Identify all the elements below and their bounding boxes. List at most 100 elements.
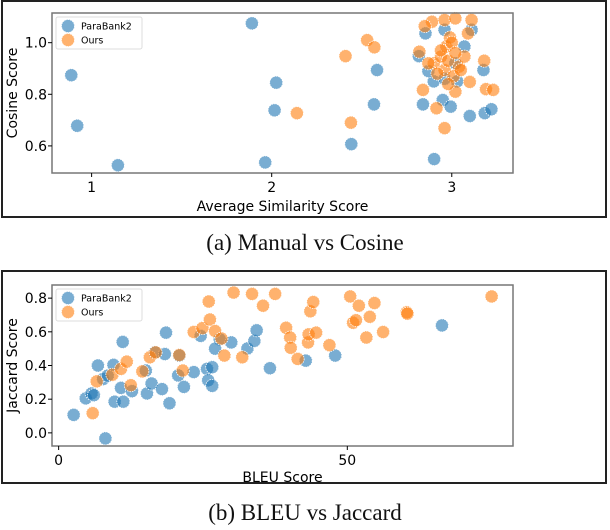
series-parabank2	[66, 318, 449, 446]
data-point-parabank2	[70, 118, 85, 133]
data-point-ours	[448, 11, 463, 26]
data-point-parabank2	[64, 68, 79, 83]
x-axis-label: Average Similarity Score	[197, 199, 369, 215]
legend-marker-ours	[61, 33, 75, 47]
legend: ParaBank2 Ours	[55, 288, 143, 322]
data-point-ours	[400, 306, 415, 321]
data-point-parabank2	[111, 158, 125, 173]
y-tick-label: 0.6	[25, 325, 47, 341]
data-point-parabank2	[370, 63, 384, 77]
data-point-ours	[279, 320, 294, 335]
data-point-ours	[283, 340, 298, 355]
x-tick-label: 3	[447, 180, 456, 196]
data-point-ours	[484, 289, 499, 304]
chart-panel-bleu-vs-jaccard: 0 50 0.0 0.2 0.4 0.6 0.8 BLEU Score Jaccard Scor…	[1, 270, 607, 486]
y-tick-label: 0.6	[25, 139, 47, 155]
y-tick-label: 0.4	[25, 359, 47, 375]
data-point-ours	[349, 313, 363, 328]
plot-frame	[51, 12, 514, 174]
data-point-parabank2	[484, 102, 499, 117]
data-point-ours	[444, 35, 459, 50]
data-point-ours	[359, 330, 374, 345]
x-tick-label: 0	[54, 453, 63, 469]
data-point-parabank2	[205, 378, 220, 393]
data-point-ours	[429, 101, 444, 116]
legend-box	[55, 288, 143, 322]
data-point-parabank2	[186, 365, 201, 379]
data-point-ours	[119, 354, 134, 369]
y-tick-label: 0.8	[25, 291, 47, 307]
data-point-parabank2	[462, 109, 477, 123]
x-tick-label: 2	[267, 180, 276, 196]
data-point-parabank2	[267, 103, 282, 118]
data-point-ours	[464, 13, 479, 27]
legend-label-parabank2: ParaBank2	[81, 294, 132, 305]
chart-panel-manual-vs-cosine: 1 2 3 0.6 0.8 1.0 Average Similarity Score Cosi…	[1, 0, 607, 218]
data-point-ours	[412, 44, 427, 59]
data-point-ours	[376, 325, 391, 339]
data-point-ours	[453, 63, 468, 77]
data-point-parabank2	[98, 431, 113, 446]
data-point-parabank2	[115, 335, 130, 349]
data-point-ours	[338, 49, 353, 63]
y-tick-label: 0.2	[25, 392, 47, 408]
data-point-parabank2	[367, 97, 381, 112]
data-point-parabank2	[249, 323, 264, 338]
y-tick-label: 1.0	[25, 36, 47, 52]
data-point-ours	[306, 295, 321, 309]
data-point-ours	[290, 106, 304, 121]
series-ours	[290, 11, 501, 135]
data-point-ours	[367, 296, 382, 310]
data-point-ours	[235, 350, 250, 365]
data-point-parabank2	[344, 137, 359, 151]
legend-label-parabank2: ParaBank2	[81, 22, 132, 33]
data-point-ours	[268, 287, 283, 301]
data-point-parabank2	[205, 360, 220, 375]
data-point-parabank2	[269, 75, 284, 90]
data-point-parabank2	[427, 152, 442, 166]
data-point-parabank2	[258, 155, 273, 170]
data-point-ours	[416, 83, 430, 97]
data-point-parabank2	[328, 348, 343, 363]
y-axis-label: Cosine Score	[5, 48, 21, 139]
data-point-parabank2	[263, 361, 277, 376]
data-point-ours	[148, 345, 163, 360]
caption-b: (b) BLEU vs Jaccard	[208, 500, 402, 525]
data-point-parabank2	[476, 63, 491, 77]
data-point-ours	[85, 406, 100, 421]
data-point-ours	[283, 330, 298, 345]
data-point-ours	[461, 26, 475, 41]
data-point-ours	[290, 352, 305, 366]
data-point-ours	[417, 19, 432, 34]
data-point-parabank2	[116, 394, 131, 409]
data-point-ours	[214, 331, 229, 346]
data-point-ours	[201, 294, 216, 309]
data-point-ours	[322, 338, 337, 353]
data-point-ours	[203, 312, 217, 327]
data-point-ours	[448, 46, 463, 60]
data-point-ours	[367, 40, 382, 55]
data-point-parabank2	[208, 341, 222, 356]
data-point-parabank2	[443, 99, 458, 114]
x-tick-label: 50	[338, 453, 356, 469]
data-point-parabank2	[90, 358, 105, 373]
data-point-parabank2	[457, 39, 472, 54]
legend-marker-ours	[61, 305, 75, 319]
data-point-parabank2	[177, 379, 191, 394]
data-point-parabank2	[86, 388, 101, 403]
data-point-ours	[135, 364, 150, 379]
data-point-ours	[309, 325, 324, 340]
scatter-chart-b: 0 50 0.0 0.2 0.4 0.6 0.8 BLEU Score Jaccard Scor…	[5, 284, 514, 486]
data-point-ours	[217, 348, 232, 363]
data-point-ours	[245, 287, 259, 301]
data-point-ours	[343, 289, 358, 304]
data-point-ours	[462, 75, 477, 89]
series-ours	[85, 285, 499, 421]
data-point-ours	[437, 121, 452, 135]
data-point-ours	[477, 53, 492, 68]
data-point-ours	[344, 115, 358, 130]
x-axis-label: BLEU Score	[242, 470, 322, 486]
data-point-parabank2	[435, 318, 449, 333]
data-point-parabank2	[244, 16, 259, 31]
data-point-parabank2	[155, 382, 169, 396]
